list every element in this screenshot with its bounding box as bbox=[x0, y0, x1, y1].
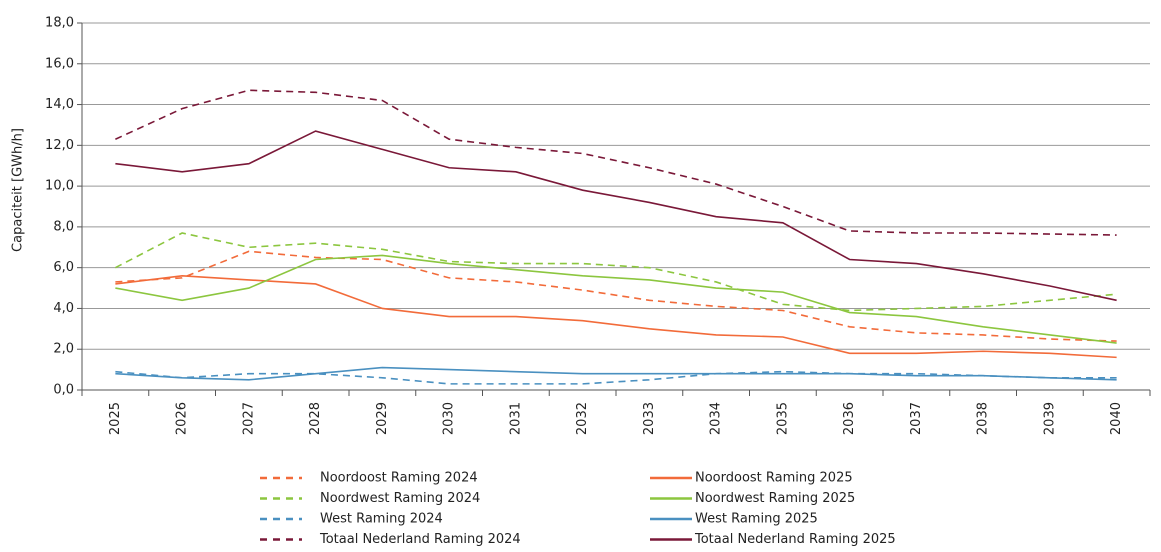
y-tick-label: 2,0 bbox=[53, 342, 74, 357]
series-line bbox=[115, 250, 1117, 342]
y-tick-label: 12,0 bbox=[45, 138, 74, 153]
y-tick-label: 0,0 bbox=[53, 383, 74, 398]
series-line bbox=[115, 275, 1117, 359]
x-tick-label: 2026 bbox=[175, 402, 190, 435]
legend-label: Noordoost Raming 2025 bbox=[695, 471, 853, 486]
x-tick-label: 2032 bbox=[575, 402, 590, 435]
series-line bbox=[115, 366, 1117, 381]
x-tick-label: 2039 bbox=[1042, 402, 1057, 435]
x-tick-label: 2025 bbox=[108, 402, 123, 435]
y-tick-label: 18,0 bbox=[45, 16, 74, 31]
y-axis-label: Capaciteit [GWh/h] bbox=[11, 128, 26, 252]
x-tick-label: 2031 bbox=[508, 402, 523, 435]
legend-label: West Raming 2025 bbox=[695, 512, 818, 527]
y-tick-label: 16,0 bbox=[45, 56, 74, 71]
x-tick-label: 2035 bbox=[775, 402, 790, 435]
y-tick-label: 8,0 bbox=[53, 219, 74, 234]
x-tick-label: 2033 bbox=[642, 402, 657, 435]
legend-label: Totaal Nederland Raming 2024 bbox=[319, 532, 521, 547]
x-tick-label: 2029 bbox=[375, 402, 390, 435]
legend-label: West Raming 2024 bbox=[320, 512, 443, 527]
y-tick-label: 4,0 bbox=[53, 301, 74, 316]
x-tick-label: 2027 bbox=[241, 402, 256, 435]
series-line bbox=[115, 254, 1117, 344]
legend-label: Noordoost Raming 2024 bbox=[320, 471, 478, 486]
x-tick-label: 2040 bbox=[1109, 402, 1124, 435]
series-line bbox=[115, 89, 1117, 236]
x-tick-label: 2038 bbox=[976, 402, 991, 435]
series-line bbox=[115, 130, 1117, 302]
x-tick-label: 2030 bbox=[442, 402, 457, 435]
y-tick-label: 6,0 bbox=[53, 260, 74, 275]
legend-label: Totaal Nederland Raming 2025 bbox=[694, 532, 896, 547]
y-tick-label: 10,0 bbox=[45, 179, 74, 194]
x-tick-label: 2037 bbox=[909, 402, 924, 435]
legend-label: Noordwest Raming 2025 bbox=[695, 491, 855, 506]
y-tick-label: 14,0 bbox=[45, 97, 74, 112]
x-tick-label: 2036 bbox=[842, 402, 857, 435]
x-tick-label: 2028 bbox=[308, 402, 323, 435]
x-tick-label: 2034 bbox=[709, 402, 724, 435]
legend-label: Noordwest Raming 2024 bbox=[320, 491, 480, 506]
